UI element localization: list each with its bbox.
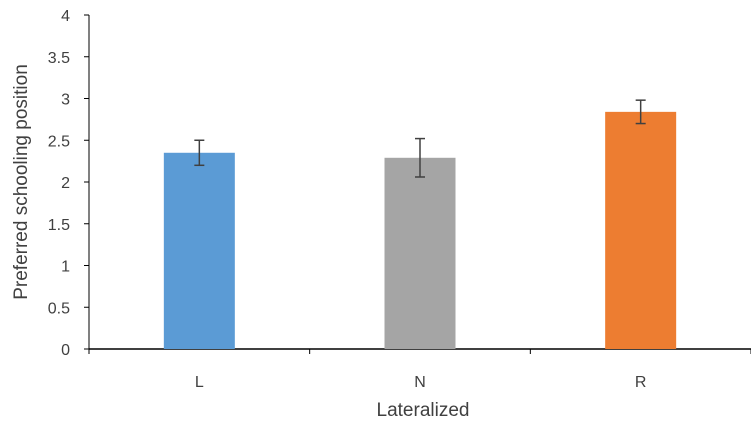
x-axis-title: Lateralized: [377, 400, 470, 421]
x-tick-label-L: L: [195, 374, 204, 391]
y-tick-label: 0.5: [48, 300, 70, 317]
y-tick-label: 2: [61, 175, 70, 192]
bar-R: [605, 111, 677, 349]
y-tick-label: 1.5: [48, 217, 70, 234]
y-tick-label: 3: [61, 92, 70, 109]
x-tick-label-N: N: [414, 374, 426, 391]
y-tick-label: 4: [61, 8, 70, 25]
y-tick-label: 3.5: [48, 50, 70, 67]
bar-L: [163, 152, 235, 349]
plot-area: 0 0.5 1 1.5 2 2.5 3 3.5 4 L N R: [48, 8, 751, 391]
x-tick-label-R: R: [635, 374, 647, 391]
y-tick-label: 1: [61, 259, 70, 276]
bar-N: [384, 157, 456, 349]
y-tick-label: 2.5: [48, 133, 70, 150]
y-tick-label: 0: [61, 342, 70, 359]
y-axis-title: Preferred schooling position: [11, 64, 32, 300]
